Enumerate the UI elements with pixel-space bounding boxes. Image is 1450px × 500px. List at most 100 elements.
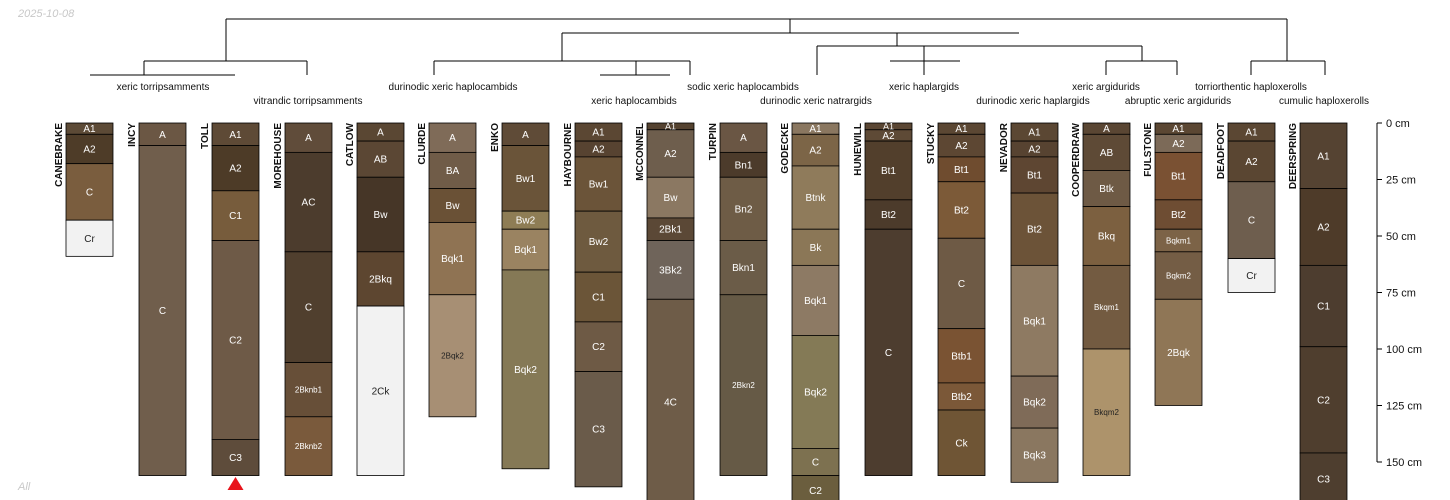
horizon-label: Bt2 bbox=[1027, 225, 1042, 236]
horizon bbox=[646, 298, 695, 500]
horizon-label: Btnk bbox=[805, 193, 826, 204]
horizon-label: C2 bbox=[592, 342, 605, 353]
horizon bbox=[211, 438, 260, 476]
soil-profile: MOREHOUSE A AC C 2Bknb1 2Bknb2 bbox=[273, 122, 333, 476]
depth-tick-label: 25 cm bbox=[1386, 175, 1416, 187]
horizon-label: Bt2 bbox=[954, 206, 969, 217]
horizon bbox=[1299, 452, 1348, 500]
soil-profile: NEVADOR A1 A2 Bt1 Bt2 Bqk1 Bqk2 Bqk3 bbox=[999, 122, 1059, 483]
horizon bbox=[1082, 348, 1131, 476]
footer-label: All bbox=[18, 481, 31, 493]
horizon-label: C1 bbox=[592, 293, 605, 304]
horizon-label: BA bbox=[446, 166, 460, 177]
horizon bbox=[719, 176, 768, 241]
horizon bbox=[356, 176, 405, 253]
depth-tick-label: 150 cm bbox=[1386, 457, 1422, 469]
horizon bbox=[791, 133, 840, 167]
horizon bbox=[1082, 264, 1131, 350]
taxa-label: durinodic xeric haplargids bbox=[976, 96, 1089, 107]
profile-name: FULSTONE bbox=[1143, 123, 1154, 177]
horizon-label: Bt1 bbox=[954, 165, 969, 176]
horizon-label: Bw1 bbox=[516, 174, 536, 185]
horizon-label: Cr bbox=[84, 234, 95, 245]
horizon bbox=[937, 181, 986, 239]
profile-name: CANEBRAKE bbox=[54, 123, 65, 187]
horizon-label: Bn2 bbox=[735, 204, 753, 215]
horizon bbox=[791, 264, 840, 336]
soil-profile: HAYBOURNE A1 A2 Bw1 Bw2 C1 C2 C3 bbox=[563, 122, 623, 488]
depth-axis: 0 cm 25 cm 50 cm 75 cm 100 cm 125 cm 150 cm bbox=[1376, 118, 1422, 469]
depth-tick-label: 100 cm bbox=[1386, 344, 1422, 356]
depth-tick-label: 125 cm bbox=[1386, 401, 1422, 413]
horizon bbox=[574, 371, 623, 488]
horizon-label: AB bbox=[374, 155, 388, 166]
horizon-label: A1 bbox=[1245, 128, 1258, 139]
horizon-label: C2 bbox=[809, 486, 822, 497]
profile-name: CATLOW bbox=[345, 122, 356, 166]
horizon bbox=[1227, 258, 1276, 293]
horizon bbox=[937, 382, 986, 411]
soil-profile: COOPERDRAW A AB Btk Bkq Bkqm1 Bkqm2 bbox=[1071, 122, 1131, 476]
horizon-label: Bkq bbox=[1098, 232, 1115, 243]
horizon bbox=[1010, 427, 1059, 483]
horizon bbox=[1154, 199, 1203, 230]
profile-name: DEADFOOT bbox=[1216, 123, 1227, 179]
horizon-label: Cr bbox=[1246, 271, 1257, 282]
horizon bbox=[1010, 156, 1059, 194]
profile-name: TURPIN bbox=[708, 123, 719, 160]
horizon bbox=[356, 140, 405, 178]
horizon-label: 2Bkq bbox=[369, 274, 392, 285]
horizon-label: Bt1 bbox=[1171, 172, 1186, 183]
horizon-label: A2 bbox=[229, 164, 242, 175]
horizon bbox=[211, 240, 260, 440]
profile-name: COOPERDRAW bbox=[1071, 122, 1082, 196]
horizon bbox=[1154, 251, 1203, 300]
horizon-label: 2Ck bbox=[372, 386, 391, 397]
taxa-label: xeric argidurids bbox=[1072, 82, 1140, 93]
horizon-label: Bkn1 bbox=[732, 263, 755, 274]
horizon-label: Bkqm1 bbox=[1094, 303, 1119, 312]
taxa-label: xeric haplargids bbox=[889, 82, 959, 93]
soil-profile: DEERSPRING A1 A2 C1 C2 C3 bbox=[1288, 122, 1348, 500]
horizon-label: A2 bbox=[882, 131, 895, 142]
horizon-label: C2 bbox=[229, 335, 242, 346]
profile-name: HUNEWILL bbox=[853, 123, 864, 176]
horizon bbox=[791, 448, 840, 476]
horizon-label: C bbox=[86, 187, 93, 198]
horizon-label: Bqk2 bbox=[1023, 398, 1046, 409]
horizon bbox=[284, 416, 333, 476]
horizon bbox=[284, 251, 333, 363]
horizon-label: A2 bbox=[1245, 157, 1258, 168]
horizon-label: Bt2 bbox=[1171, 210, 1186, 221]
horizon-label: C1 bbox=[1317, 302, 1330, 313]
horizon bbox=[284, 151, 333, 253]
horizon-label: Btb2 bbox=[951, 392, 972, 403]
horizon-label: A1 bbox=[229, 130, 242, 141]
horizon-label: Bqk3 bbox=[1023, 451, 1046, 462]
horizon-label: Ck bbox=[955, 438, 968, 449]
horizon-label: A bbox=[522, 130, 529, 141]
horizon-label: A1 bbox=[1028, 128, 1041, 139]
horizon-label: Bqk2 bbox=[514, 365, 537, 376]
horizon-label: 2Bkn2 bbox=[732, 381, 755, 390]
horizon bbox=[791, 165, 840, 230]
horizon bbox=[356, 251, 405, 307]
horizon bbox=[284, 362, 333, 418]
horizon-label: AC bbox=[302, 198, 316, 209]
taxa-label: torriorthentic haploxerolls bbox=[1195, 82, 1307, 93]
horizon-label: 3Bk2 bbox=[659, 265, 682, 276]
horizon bbox=[574, 156, 623, 212]
horizon bbox=[937, 156, 986, 183]
date-stamp: 2025-10-08 bbox=[18, 8, 75, 20]
horizon-label: Bqk1 bbox=[804, 296, 827, 307]
horizon-label: A2 bbox=[809, 146, 822, 157]
horizon bbox=[719, 122, 768, 153]
horizon-label: C3 bbox=[592, 425, 605, 436]
horizon-label: Btk bbox=[1099, 184, 1114, 195]
horizon-label: Bk bbox=[810, 243, 823, 254]
horizon-label: Bw1 bbox=[589, 180, 609, 191]
horizon bbox=[864, 228, 913, 476]
horizon-label: A bbox=[449, 133, 456, 144]
horizon-label: A2 bbox=[1317, 222, 1330, 233]
horizon-label: Bqkm1 bbox=[1166, 236, 1191, 245]
